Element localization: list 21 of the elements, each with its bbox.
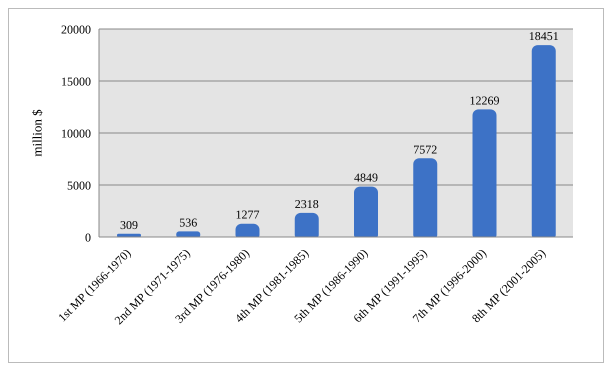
bar xyxy=(294,212,319,237)
bar xyxy=(236,224,260,237)
y-tick-label: 0 xyxy=(85,230,91,244)
bar xyxy=(413,158,438,237)
data-label: 7572 xyxy=(413,142,438,156)
y-tick-label: 10000 xyxy=(61,126,91,140)
data-label: 2318 xyxy=(294,196,319,211)
data-label: 4849 xyxy=(354,170,378,185)
data-label: 12269 xyxy=(470,93,500,108)
y-tick-label: 20000 xyxy=(61,22,91,36)
data-label: 309 xyxy=(120,218,138,232)
y-tick-label: 5000 xyxy=(67,178,91,192)
bar xyxy=(532,45,556,237)
data-label: 18451 xyxy=(528,29,559,44)
data-label: 536 xyxy=(179,215,198,230)
bar xyxy=(354,186,378,237)
bar xyxy=(472,109,496,237)
y-tick-label: 15000 xyxy=(61,74,91,88)
y-axis-title: million $ xyxy=(30,108,45,157)
data-label: 1277 xyxy=(236,208,260,222)
bar xyxy=(176,231,200,237)
